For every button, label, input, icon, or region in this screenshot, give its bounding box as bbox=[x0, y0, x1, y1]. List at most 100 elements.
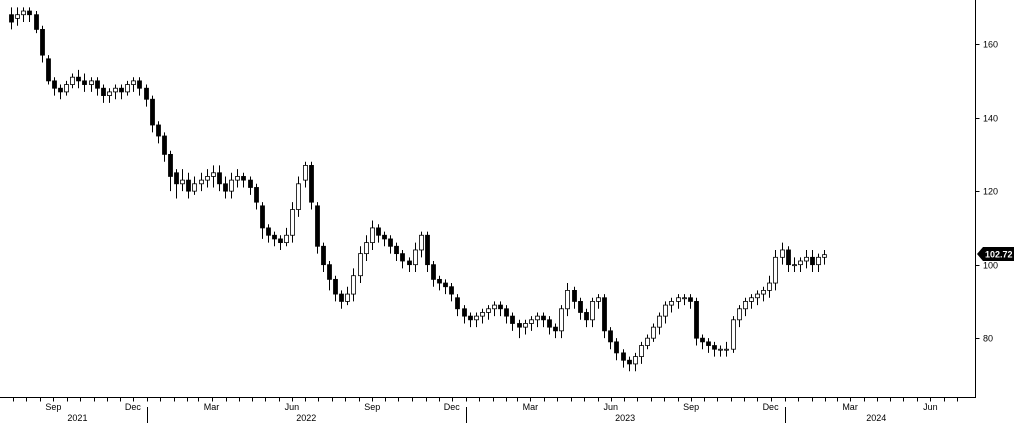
candle bbox=[584, 308, 589, 328]
candle-body bbox=[455, 297, 460, 310]
candle-body bbox=[449, 286, 454, 295]
x-year-label: 2022 bbox=[296, 413, 316, 423]
candle bbox=[113, 84, 118, 100]
candle-body bbox=[199, 179, 204, 185]
candle-body bbox=[755, 293, 760, 299]
candle bbox=[394, 242, 399, 261]
candle bbox=[388, 235, 393, 254]
candle-body bbox=[773, 256, 778, 284]
candle-body bbox=[706, 341, 711, 346]
candle-body bbox=[572, 289, 577, 302]
candle-body bbox=[400, 253, 405, 262]
candle bbox=[144, 84, 149, 107]
candle bbox=[321, 242, 326, 273]
candle bbox=[547, 316, 552, 335]
candle-body bbox=[541, 315, 546, 321]
x-month-label: Sep bbox=[683, 402, 699, 412]
x-year-label: 2021 bbox=[67, 413, 87, 423]
candle bbox=[260, 202, 265, 239]
candle-body bbox=[651, 326, 656, 339]
candle bbox=[180, 169, 185, 192]
candle-body bbox=[700, 337, 705, 343]
candle-body bbox=[517, 323, 522, 328]
candle-body bbox=[9, 14, 14, 23]
candle bbox=[749, 294, 754, 309]
x-month-label: Mar bbox=[523, 402, 539, 412]
candle bbox=[731, 316, 736, 353]
candle-body bbox=[186, 179, 191, 192]
candle-body bbox=[565, 289, 570, 310]
candle bbox=[651, 323, 656, 342]
candle-body bbox=[95, 80, 100, 89]
candle bbox=[816, 253, 821, 273]
candle bbox=[761, 286, 766, 302]
candle-body bbox=[621, 352, 626, 361]
candle bbox=[773, 249, 778, 291]
candle-body bbox=[737, 308, 742, 321]
candle bbox=[553, 323, 558, 339]
candle bbox=[40, 25, 45, 63]
candle bbox=[474, 312, 479, 328]
candle-body bbox=[254, 187, 259, 203]
candle-body bbox=[248, 179, 253, 188]
candle-body bbox=[443, 282, 448, 288]
candle-body bbox=[419, 234, 424, 251]
candle bbox=[58, 84, 63, 100]
candle bbox=[21, 7, 26, 23]
candle bbox=[517, 319, 522, 339]
y-tick-label: 100 bbox=[983, 261, 998, 271]
x-year-label: 2023 bbox=[615, 413, 635, 423]
candle bbox=[657, 312, 662, 335]
x-month-label: Mar bbox=[204, 402, 220, 412]
candle-body bbox=[266, 227, 271, 236]
candle-body bbox=[816, 256, 821, 266]
candle-body bbox=[608, 330, 613, 343]
candle-body bbox=[333, 278, 338, 295]
candle bbox=[578, 297, 583, 320]
candle-body bbox=[510, 315, 515, 324]
candle bbox=[248, 176, 253, 195]
candle bbox=[431, 260, 436, 287]
candle bbox=[535, 312, 540, 328]
candle-body bbox=[339, 293, 344, 302]
candle bbox=[523, 319, 528, 335]
candle bbox=[186, 172, 191, 199]
candle bbox=[596, 294, 601, 309]
candle-body bbox=[64, 84, 69, 93]
candle-body bbox=[810, 256, 815, 266]
candle bbox=[572, 286, 577, 309]
candle bbox=[565, 283, 570, 317]
candle bbox=[462, 305, 467, 324]
candle-body bbox=[712, 345, 717, 350]
candle-body bbox=[498, 304, 503, 310]
candle bbox=[254, 183, 259, 210]
candle-body bbox=[486, 308, 491, 313]
candle bbox=[15, 7, 20, 26]
candle bbox=[614, 338, 619, 361]
candle-body bbox=[180, 179, 185, 185]
candle-body bbox=[131, 80, 136, 85]
candle-body bbox=[694, 301, 699, 339]
candle-body bbox=[370, 227, 375, 244]
candle bbox=[168, 150, 173, 192]
candle-body bbox=[780, 249, 785, 258]
candle bbox=[755, 290, 760, 306]
candle-body bbox=[327, 264, 332, 280]
candle-body bbox=[34, 14, 39, 30]
candle bbox=[205, 169, 210, 188]
candle bbox=[315, 202, 320, 254]
candle bbox=[52, 77, 57, 96]
candle-body bbox=[767, 282, 772, 291]
candle-body bbox=[731, 319, 736, 350]
candle bbox=[229, 172, 234, 199]
x-month-label: Dec bbox=[763, 402, 780, 412]
candle-body bbox=[437, 278, 442, 284]
candle bbox=[284, 227, 289, 247]
candle bbox=[712, 341, 717, 357]
candle-body bbox=[669, 301, 674, 306]
candle-body bbox=[529, 319, 534, 324]
candle bbox=[498, 301, 503, 317]
candle-body bbox=[407, 260, 412, 266]
last-value-badge-shape bbox=[977, 247, 1014, 261]
